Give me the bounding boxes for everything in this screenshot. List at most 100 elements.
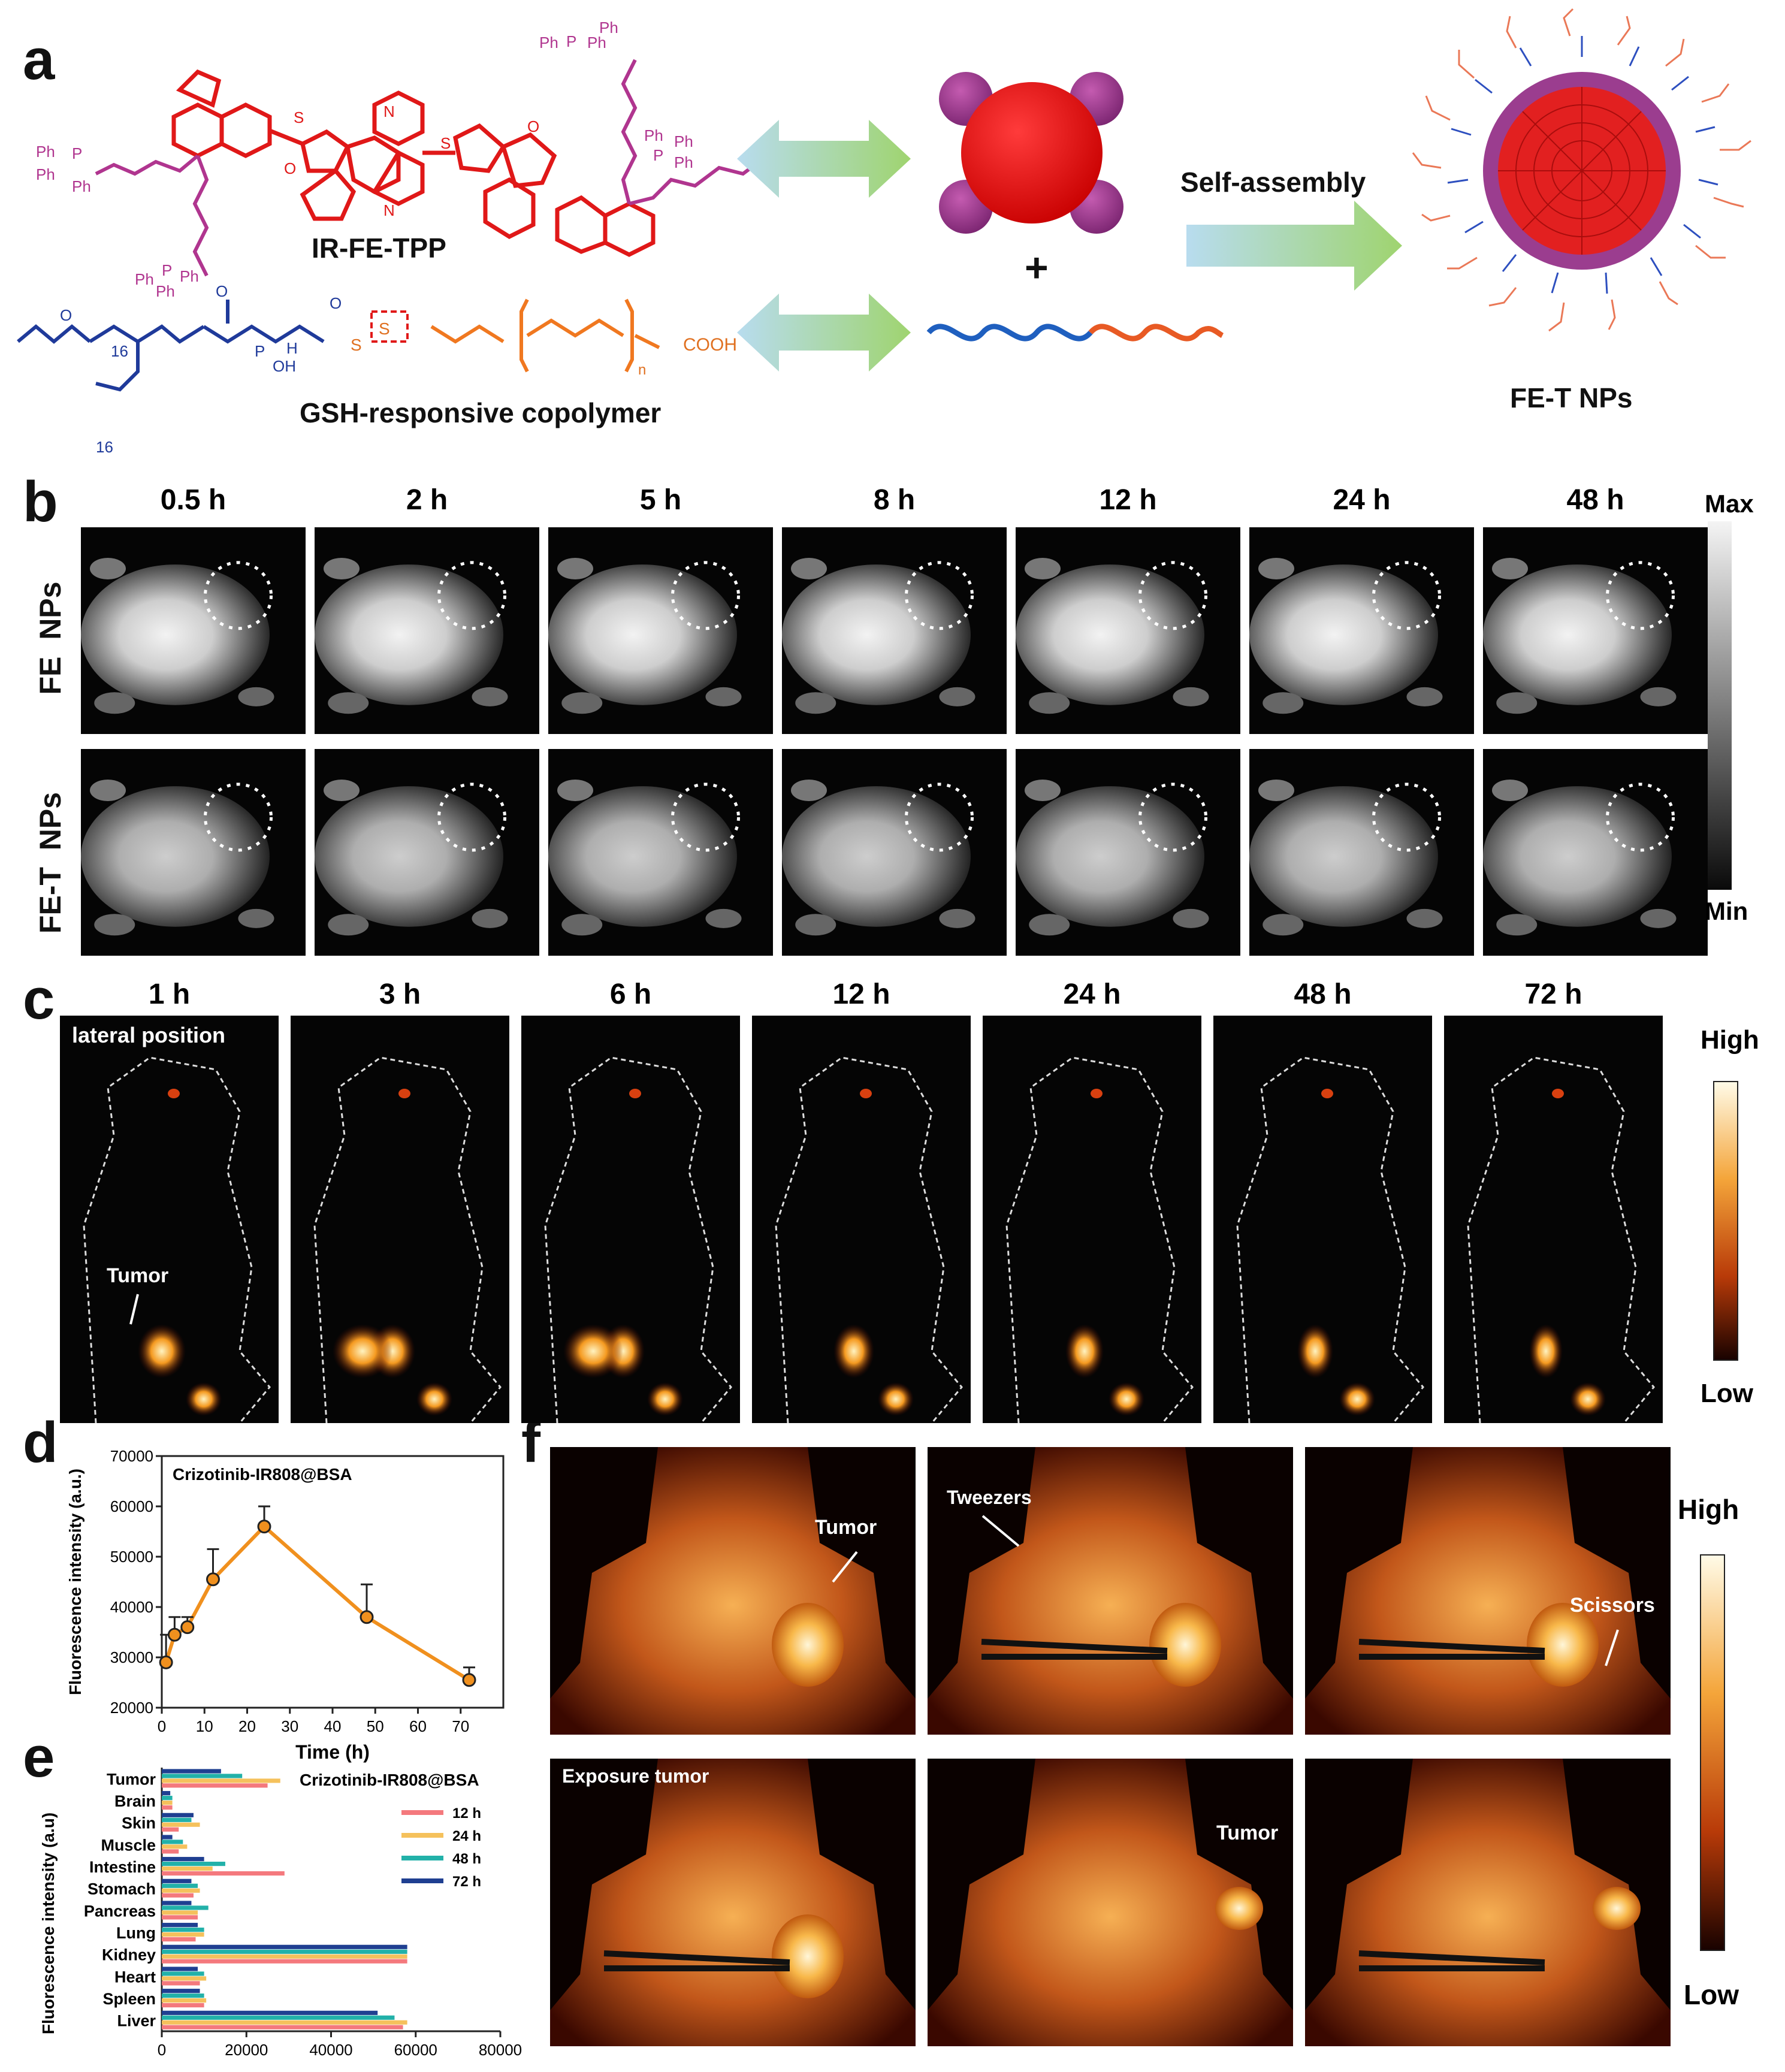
ph-label: Ph [587,34,606,52]
fe-nps-image [548,527,773,734]
sub16-label: 16 [111,342,128,360]
fe-t-nps-image [1249,749,1474,956]
nir-image-c [1444,1016,1663,1424]
tweezers-arrow-f [981,1515,1020,1547]
mouse-outline [1236,1056,1424,1424]
surgery-image-f [1305,1759,1671,2046]
time-label-c: 1 h [149,978,190,1010]
tumor-circle [671,783,740,852]
panel-label-f: f [521,1410,540,1475]
time-label-c: 72 h [1524,978,1582,1010]
tumor-circle [1138,783,1207,852]
panel-label-c: c [23,967,55,1031]
scale-low-f: Low [1684,1979,1739,2010]
mouse-outline [544,1056,732,1424]
sub16-label: 16 [96,438,113,456]
gray-scale-bar [1708,521,1732,890]
fe-nps-image [315,527,539,734]
ph-label: Ph [156,282,175,300]
mouse-outline [83,1056,271,1424]
tweezers-f [1358,1950,1545,1965]
surgery-image-f [928,1447,1293,1735]
surgery-image-f [1305,1447,1671,1735]
tpp-chains [95,59,768,277]
p-label: P [72,144,82,162]
tumor-circle [437,783,506,852]
p-label: P [653,146,663,164]
oh-label: OH [273,357,296,375]
copolymer-orange [430,298,660,373]
surgery-image-f [550,1447,916,1735]
fe-nps-image [81,527,306,734]
surgery-image-f [550,1759,916,2046]
time-label-c: 24 h [1063,978,1120,1010]
surgery-image-f [928,1759,1293,2046]
tumor-circle [1606,783,1675,852]
fe-t-nanoparticle [1412,8,1751,332]
mouse-body-f [928,1759,1293,2046]
ir-fe-tpp-label: IR-FE-TPP [312,232,446,264]
time-label-b: 2 h [406,484,448,516]
nir-image-c [60,1016,279,1424]
panel-label-b: b [23,470,58,534]
scissors-label-f: Scissors [1570,1594,1655,1617]
s-label: S [379,319,390,338]
ph-label: Ph [135,270,154,288]
n-sub-label: n [638,362,646,378]
time-label-b: 12 h [1099,484,1156,516]
heat-scale-bar-c [1713,1081,1738,1361]
self-assembly-arrow [1186,201,1402,291]
nanoparticle-unit [939,72,1123,234]
time-label-b: 0.5 h [161,484,226,516]
nir-image-c [983,1016,1201,1424]
double-arrow-bottom [737,294,911,371]
ph-label: Ph [599,19,618,37]
fe-t-nps-image [1016,749,1240,956]
time-label-b: 8 h [874,484,915,516]
fe-nps-image [782,527,1007,734]
copolymer-label: GSH-responsive copolymer [300,397,661,428]
fe-t-nps-label: FE-T NPs [1510,382,1632,413]
tumor-label-c: Tumor [107,1264,168,1287]
fe-t-nps-image [548,749,773,956]
double-arrow-top [737,120,911,198]
fe-t-nps-image [81,749,306,956]
nh-label: H [286,339,298,357]
scale-high-c: High [1701,1025,1759,1055]
n-label: N [383,102,395,120]
nir-image-c [521,1016,740,1424]
mouse-outline [313,1056,502,1424]
time-label-b: 48 h [1566,484,1624,516]
p-label: P [255,342,265,360]
n-label: N [383,201,395,219]
excised-tumor-f [1593,1887,1641,1930]
o-label: O [527,117,539,135]
plus-sign: + [1025,245,1049,291]
time-label-c: 48 h [1294,978,1351,1010]
ph-label: Ph [644,126,663,144]
s-label: S [351,336,362,354]
time-label-b: 24 h [1333,484,1390,516]
self-assembly-label: Self-assembly [1180,167,1366,198]
mouse-outline [1467,1056,1655,1424]
o-label: O [216,282,228,300]
heat-scale-bar-f [1700,1554,1725,1951]
ph-label: Ph [539,34,558,52]
fe-t-nps-image [1483,749,1708,956]
panel-label-d: d [23,1410,58,1475]
ph-label: Ph [72,177,91,195]
ph-label: Ph [674,153,693,171]
fe-nps-image [1483,527,1708,734]
time-label-b: 5 h [640,484,681,516]
ph-label: Ph [674,132,693,150]
fe-t-nps-image [315,749,539,956]
panel-c: 1 h 3 h 6 h 12 h 24 h 48 h 72 h lateral positi… [0,971,1785,1426]
tweezers-f [1358,1639,1545,1654]
scale-min: Min [1705,897,1748,925]
tweezers-f [603,1950,790,1965]
mouse-body-f [1305,1759,1671,2046]
o-label: O [60,306,72,324]
panel-label-a: a [23,28,55,92]
tumor-glow-f [772,1914,844,1998]
tumor-circle [1372,783,1441,852]
